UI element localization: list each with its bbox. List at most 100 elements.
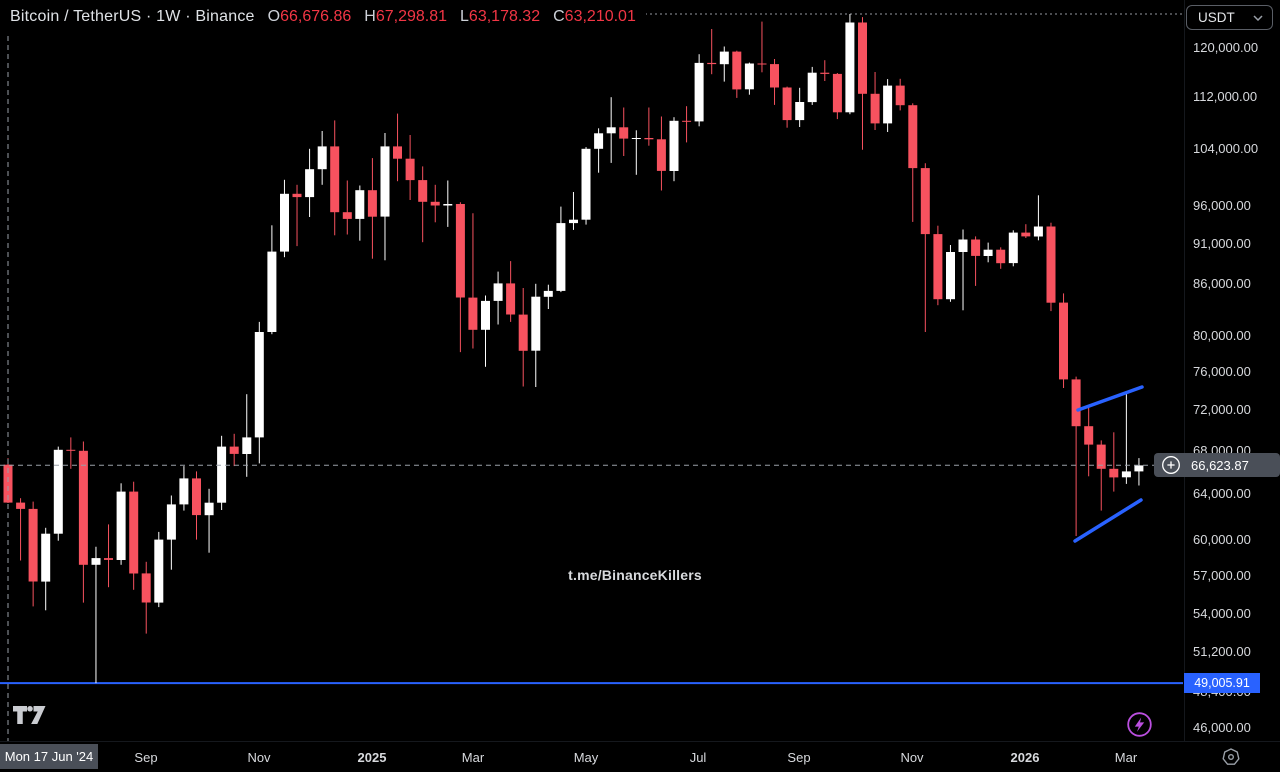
candle[interactable] <box>556 206 566 293</box>
candle[interactable] <box>192 471 201 540</box>
candle[interactable] <box>719 46 729 82</box>
candle[interactable] <box>694 54 704 127</box>
candle[interactable] <box>1059 293 1068 388</box>
candle[interactable] <box>430 184 440 223</box>
candle[interactable] <box>443 180 453 227</box>
candle[interactable] <box>254 321 264 464</box>
trendline-wedge-lower[interactable] <box>1073 498 1143 543</box>
candle[interactable] <box>757 21 767 73</box>
candle[interactable] <box>280 179 289 258</box>
candle[interactable] <box>569 192 578 230</box>
candle[interactable] <box>669 117 679 182</box>
candle[interactable] <box>292 184 302 247</box>
candle[interactable] <box>66 437 76 469</box>
lightning-mode-button[interactable] <box>1126 711 1153 738</box>
currency-dropdown[interactable]: USDT <box>1186 5 1273 30</box>
candle[interactable] <box>858 17 867 150</box>
candle[interactable] <box>883 79 893 132</box>
candle[interactable] <box>983 242 993 263</box>
candle[interactable] <box>656 116 666 191</box>
candle[interactable] <box>104 524 113 588</box>
candle[interactable] <box>895 78 905 111</box>
candle[interactable] <box>920 163 930 332</box>
candle[interactable] <box>78 441 88 603</box>
candle[interactable] <box>53 446 63 541</box>
candle[interactable] <box>204 488 214 553</box>
symbol-title[interactable]: Bitcoin / TetherUS · 1W · Binance <box>10 8 255 25</box>
candle[interactable] <box>317 131 327 185</box>
candle[interactable] <box>468 213 478 349</box>
candle[interactable] <box>594 128 604 173</box>
candle[interactable] <box>581 147 591 225</box>
candle[interactable] <box>870 72 880 130</box>
candle[interactable] <box>682 106 692 143</box>
candle[interactable] <box>631 130 641 175</box>
candle[interactable] <box>832 73 842 120</box>
candle[interactable] <box>91 546 101 684</box>
candle[interactable] <box>405 135 415 200</box>
candle[interactable] <box>141 561 151 634</box>
candle[interactable] <box>179 466 189 511</box>
candle[interactable] <box>166 495 176 570</box>
candle[interactable] <box>355 185 365 241</box>
candle[interactable] <box>744 62 754 95</box>
candle[interactable] <box>154 531 164 608</box>
candle[interactable] <box>455 202 465 353</box>
candle[interactable] <box>933 225 943 306</box>
candle[interactable] <box>1021 224 1031 238</box>
candle[interactable] <box>770 59 779 105</box>
candle[interactable] <box>1008 230 1018 267</box>
candle[interactable] <box>418 166 428 243</box>
candle[interactable] <box>619 107 629 157</box>
candle[interactable] <box>506 261 516 322</box>
candle[interactable] <box>1096 440 1106 511</box>
add-alert-button[interactable] <box>1159 453 1183 477</box>
candle[interactable] <box>795 87 805 127</box>
candle[interactable] <box>393 113 402 182</box>
candle[interactable] <box>28 501 38 607</box>
candle[interactable] <box>807 66 817 105</box>
candle[interactable] <box>732 50 742 98</box>
candle[interactable] <box>481 295 490 367</box>
symbol-legend[interactable]: Bitcoin / TetherUS · 1W · Binance O66,67… <box>0 0 646 34</box>
candle[interactable] <box>996 247 1006 269</box>
candle[interactable] <box>342 180 352 235</box>
candle[interactable] <box>845 14 855 115</box>
candle[interactable] <box>116 483 126 565</box>
candle[interactable] <box>1109 432 1119 492</box>
axis-settings-icon[interactable] <box>1221 747 1241 767</box>
candle[interactable] <box>217 435 227 510</box>
candle[interactable] <box>1121 392 1131 484</box>
candle[interactable] <box>644 107 654 146</box>
candle[interactable] <box>305 148 315 217</box>
candle[interactable] <box>543 284 553 309</box>
candle[interactable] <box>518 288 528 387</box>
candle[interactable] <box>41 527 51 611</box>
candle[interactable] <box>1033 195 1043 241</box>
candle[interactable] <box>493 271 503 325</box>
candle[interactable] <box>1046 222 1056 312</box>
tradingview-logo[interactable] <box>13 705 49 727</box>
candle[interactable] <box>1071 376 1081 536</box>
candle[interactable] <box>1084 407 1094 477</box>
candle[interactable] <box>531 283 541 387</box>
candle[interactable] <box>267 225 277 335</box>
candle[interactable] <box>367 158 377 259</box>
candle[interactable] <box>707 29 717 75</box>
trendline-wedge-upper[interactable] <box>1076 385 1144 412</box>
candle[interactable] <box>242 394 252 477</box>
candle[interactable] <box>380 133 390 261</box>
candle[interactable] <box>820 60 830 81</box>
candle[interactable] <box>606 97 616 163</box>
candle[interactable] <box>129 481 139 590</box>
candle[interactable] <box>330 120 340 236</box>
candle[interactable] <box>971 236 981 286</box>
candle[interactable] <box>16 498 26 561</box>
candle[interactable] <box>782 86 792 128</box>
candle[interactable] <box>946 245 955 302</box>
candle[interactable] <box>908 103 918 222</box>
candle[interactable] <box>229 433 239 467</box>
candle[interactable] <box>958 229 968 311</box>
candle[interactable] <box>1134 458 1144 486</box>
